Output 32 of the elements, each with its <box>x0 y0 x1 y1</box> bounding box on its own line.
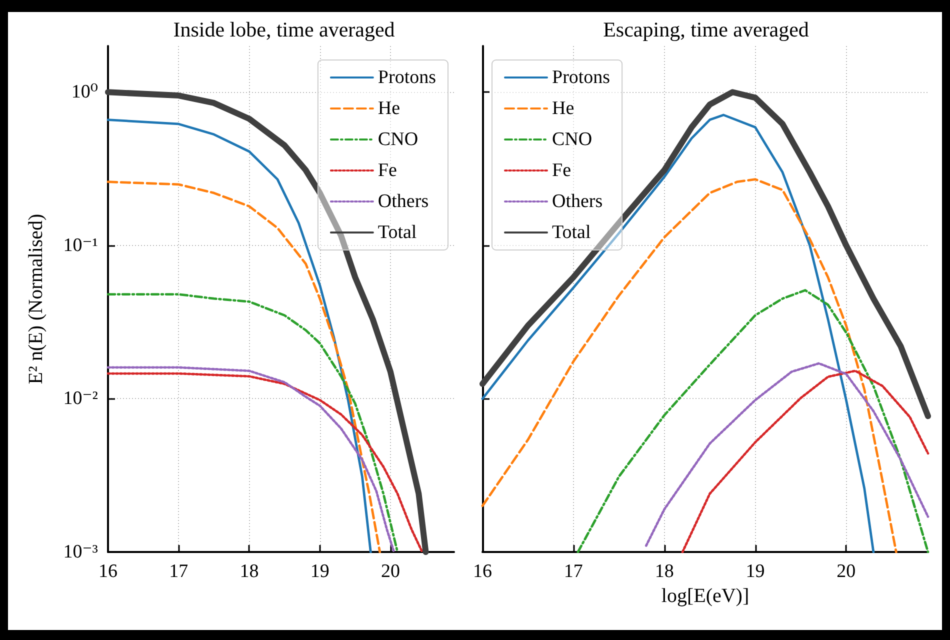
y-tick-label: 10⁻² <box>63 388 98 410</box>
y-tick-label: 10⁰ <box>71 82 98 103</box>
x-tick-label: 18 <box>654 561 674 582</box>
legend-label: Others <box>378 191 429 212</box>
legend-label: Total <box>552 222 591 243</box>
x-tick-label: 16 <box>98 561 118 582</box>
chart-title: Escaping, time averaged <box>603 18 810 42</box>
legend-label: Others <box>552 191 603 212</box>
x-tick-label: 19 <box>746 561 765 582</box>
legend-label: He <box>552 98 574 119</box>
x-tick-label: 16 <box>473 561 492 582</box>
line-series <box>106 118 372 554</box>
x-tick-label: 18 <box>240 561 259 582</box>
legend-label: Fe <box>378 160 397 181</box>
x-tick-label: 17 <box>169 561 188 582</box>
y-tick-label: 10⁻³ <box>63 542 98 562</box>
x-axis-title: log[E(eV)] <box>661 585 750 607</box>
x-tick-label: 19 <box>310 561 330 582</box>
legend-label: Protons <box>378 67 436 88</box>
legend-label: Protons <box>552 67 610 88</box>
legend-label: He <box>378 98 400 119</box>
legend-label: Total <box>378 222 417 243</box>
line-series <box>106 293 399 554</box>
x-tick-label: 20 <box>836 561 856 582</box>
legend-label: CNO <box>552 129 592 150</box>
x-tick-label: 17 <box>564 561 583 582</box>
y-tick-label: 10⁻¹ <box>63 234 98 256</box>
legend-label: CNO <box>378 129 418 150</box>
chart-title: Inside lobe, time averaged <box>173 18 396 42</box>
y-axis-title: E² n(E) (Normalised) <box>25 214 47 384</box>
legend-label: Fe <box>552 160 571 181</box>
x-tick-label: 20 <box>380 561 400 582</box>
